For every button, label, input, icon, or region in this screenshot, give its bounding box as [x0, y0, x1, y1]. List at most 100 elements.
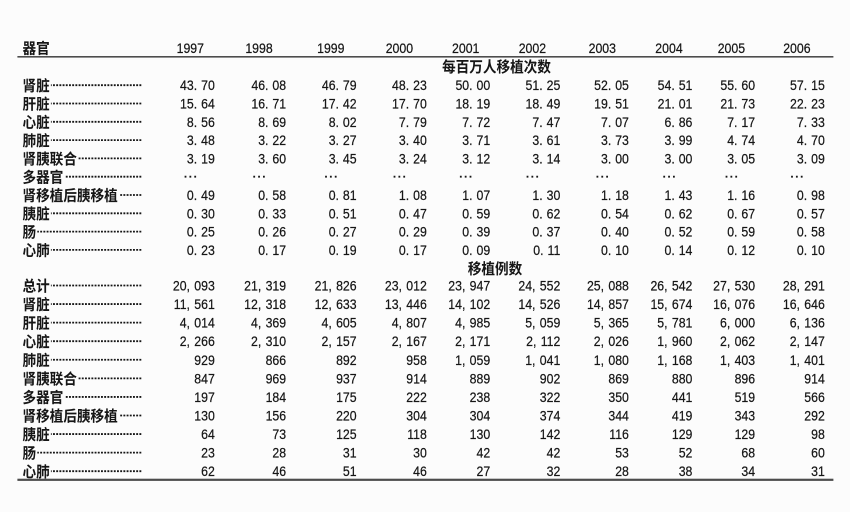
svg-text:21. 01: 21. 01	[658, 96, 693, 112]
svg-text:937: 937	[336, 371, 357, 387]
svg-text:238: 238	[470, 389, 491, 405]
svg-text:52: 52	[679, 445, 693, 461]
svg-text:4, 985: 4, 985	[455, 315, 490, 331]
svg-text:14, 102: 14, 102	[448, 296, 490, 312]
svg-text:0. 54: 0. 54	[601, 206, 629, 222]
svg-text:14, 857: 14, 857	[587, 296, 629, 312]
svg-text:847: 847	[194, 371, 215, 387]
svg-text:5, 059: 5, 059	[525, 315, 560, 331]
svg-text:125: 125	[336, 426, 357, 442]
svg-text:17. 42: 17. 42	[322, 96, 357, 112]
svg-text:129: 129	[735, 426, 756, 442]
svg-text:7. 33: 7. 33	[797, 114, 825, 130]
svg-text:46. 08: 46. 08	[251, 78, 286, 94]
svg-text:441: 441	[672, 389, 693, 405]
svg-text:18. 49: 18. 49	[526, 96, 561, 112]
svg-text:46: 46	[413, 464, 427, 480]
svg-text:16, 076: 16, 076	[713, 296, 755, 312]
svg-text:8. 02: 8. 02	[329, 114, 357, 130]
svg-text:0. 67: 0. 67	[727, 206, 755, 222]
svg-text:28: 28	[615, 464, 629, 480]
svg-text:969: 969	[266, 371, 287, 387]
svg-text:6, 136: 6, 136	[790, 315, 825, 331]
svg-text:896: 896	[735, 371, 756, 387]
svg-text:292: 292	[804, 408, 825, 424]
svg-text:27, 530: 27, 530	[713, 278, 755, 294]
svg-text:19. 51: 19. 51	[594, 96, 629, 112]
svg-text:0. 25: 0. 25	[187, 224, 215, 240]
svg-text:2, 157: 2, 157	[322, 334, 357, 350]
svg-text:0. 27: 0. 27	[329, 224, 357, 240]
svg-text:130: 130	[194, 408, 215, 424]
svg-text:1, 401: 1, 401	[790, 352, 825, 368]
svg-text:1. 18: 1. 18	[601, 187, 629, 203]
svg-text:222: 222	[406, 389, 427, 405]
svg-text:0. 98: 0. 98	[797, 187, 825, 203]
svg-text:2000: 2000	[386, 40, 413, 56]
svg-text:23, 012: 23, 012	[385, 278, 427, 294]
svg-text:53: 53	[615, 445, 629, 461]
svg-text:11, 561: 11, 561	[174, 296, 215, 312]
svg-text:23, 947: 23, 947	[448, 278, 490, 294]
svg-text:31: 31	[343, 445, 357, 461]
svg-text:4, 605: 4, 605	[322, 315, 357, 331]
svg-text:0. 58: 0. 58	[258, 187, 286, 203]
svg-text:184: 184	[266, 389, 287, 405]
svg-text:22. 23: 22. 23	[790, 96, 825, 112]
svg-text:0. 59: 0. 59	[462, 206, 490, 222]
svg-text:0. 47: 0. 47	[399, 206, 427, 222]
svg-text:0. 23: 0. 23	[187, 242, 215, 258]
svg-text:7. 17: 7. 17	[727, 114, 755, 130]
svg-text:15, 674: 15, 674	[650, 296, 692, 312]
svg-text:889: 889	[470, 371, 491, 387]
svg-text:30: 30	[413, 445, 427, 461]
svg-text:2, 266: 2, 266	[180, 334, 215, 350]
svg-text:343: 343	[735, 408, 756, 424]
svg-text:156: 156	[266, 408, 287, 424]
svg-text:27: 27	[477, 464, 491, 480]
svg-text:116: 116	[609, 426, 629, 442]
svg-text:1. 30: 1. 30	[532, 187, 560, 203]
svg-text:7. 07: 7. 07	[601, 114, 629, 130]
svg-text:0. 37: 0. 37	[532, 224, 560, 240]
svg-text:15. 64: 15. 64	[180, 96, 215, 112]
svg-text:5, 781: 5, 781	[657, 315, 692, 331]
svg-text:55. 60: 55. 60	[720, 78, 755, 94]
svg-text:21. 73: 21. 73	[720, 96, 755, 112]
svg-text:322: 322	[540, 389, 561, 405]
svg-text:1, 960: 1, 960	[657, 334, 692, 350]
svg-text:3. 40: 3. 40	[399, 132, 427, 148]
svg-text:2, 062: 2, 062	[720, 334, 755, 350]
svg-text:197: 197	[194, 389, 215, 405]
svg-text:304: 304	[470, 408, 491, 424]
svg-text:34: 34	[741, 464, 755, 480]
svg-text:21, 319: 21, 319	[244, 278, 286, 294]
svg-text:26, 542: 26, 542	[650, 278, 692, 294]
svg-text:566: 566	[804, 389, 825, 405]
svg-text:50. 00: 50. 00	[455, 78, 490, 94]
svg-text:2, 026: 2, 026	[594, 334, 629, 350]
svg-text:129: 129	[672, 426, 693, 442]
svg-text:304: 304	[406, 408, 427, 424]
svg-text:1. 07: 1. 07	[462, 187, 490, 203]
svg-text:3. 71: 3. 71	[462, 132, 490, 148]
svg-text:1998: 1998	[245, 40, 272, 56]
svg-text:4, 807: 4, 807	[392, 315, 427, 331]
svg-text:3. 48: 3. 48	[187, 132, 215, 148]
svg-text:57. 15: 57. 15	[790, 78, 825, 94]
svg-text:0. 30: 0. 30	[187, 206, 215, 222]
svg-text:914: 914	[804, 371, 825, 387]
svg-text:7. 79: 7. 79	[399, 114, 427, 130]
svg-text:4, 369: 4, 369	[251, 315, 286, 331]
svg-text:13, 446: 13, 446	[385, 296, 427, 312]
svg-text:4. 74: 4. 74	[727, 132, 755, 148]
svg-text:1, 080: 1, 080	[594, 352, 629, 368]
svg-text:3. 09: 3. 09	[797, 151, 825, 167]
svg-text:3. 27: 3. 27	[329, 132, 357, 148]
svg-text:64: 64	[201, 426, 215, 442]
svg-text:3. 22: 3. 22	[258, 132, 286, 148]
svg-text:62: 62	[201, 464, 215, 480]
svg-text:866: 866	[266, 352, 287, 368]
svg-text:0. 58: 0. 58	[797, 224, 825, 240]
svg-text:914: 914	[406, 371, 427, 387]
